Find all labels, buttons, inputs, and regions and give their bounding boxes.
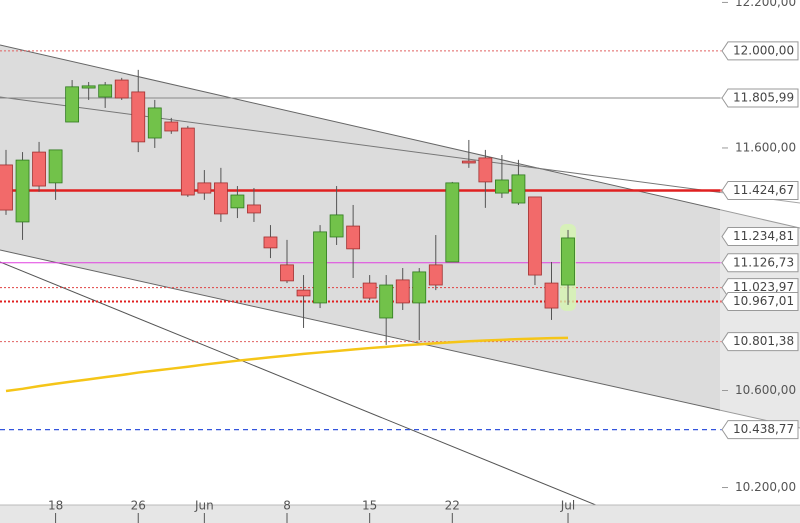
candle-body (395, 279, 410, 304)
candle-body (346, 225, 361, 250)
y-tick-label: 10.200,00 (735, 480, 796, 494)
level-label: 11.126,73 (733, 255, 794, 269)
level-label: 10.801,38 (733, 334, 794, 348)
candle-body (379, 284, 394, 319)
candle-body (197, 182, 212, 194)
candle-body (445, 182, 460, 263)
x-tick-label: Jun (194, 499, 214, 513)
x-tick-label: 8 (283, 499, 291, 513)
candle-body (98, 84, 113, 98)
candles (0, 69, 577, 345)
candle-body (180, 127, 195, 196)
candle-body (213, 182, 228, 215)
candle-body (544, 282, 559, 309)
trend-line (0, 261, 641, 523)
candle-body (428, 264, 443, 286)
level-label: 11.424,67 (733, 183, 794, 197)
channel-upper-line (0, 44, 800, 229)
candle-body (478, 157, 493, 183)
candle-body (280, 264, 294, 282)
level-label-box (721, 332, 799, 352)
candle-body (329, 214, 344, 238)
x-tick-label: 26 (131, 499, 146, 513)
candle-body (247, 204, 261, 214)
candle-body (263, 236, 278, 249)
candle-body (65, 86, 80, 123)
candle-body (412, 271, 427, 304)
level-label: 11.234,81 (733, 229, 794, 243)
level-label: 12.000,00 (733, 43, 794, 57)
candle-body (313, 231, 327, 304)
level-label: 11.023,97 (733, 280, 794, 294)
level-label: 10.967,01 (733, 294, 794, 308)
candle-body (114, 79, 129, 99)
level-label: 10.438,77 (733, 422, 794, 436)
level-label: 11.805,99 (733, 90, 794, 104)
y-tick-label: 12.200,00 (735, 0, 796, 9)
level-label-box (721, 180, 799, 200)
candle-body (511, 174, 526, 204)
candle-body (147, 107, 162, 139)
candle-body (561, 237, 575, 286)
candle-body (494, 179, 509, 194)
candle-body (15, 159, 30, 223)
level-label-box (721, 41, 799, 61)
y-tick-label: 11.600,00 (735, 140, 796, 154)
level-label-box (721, 88, 799, 108)
channel-lower-line (0, 249, 800, 429)
candle-body (81, 85, 96, 89)
x-tick-label: Jul (560, 499, 575, 513)
candle-body (164, 121, 179, 132)
candle-body (296, 289, 311, 297)
candle-body (48, 149, 63, 184)
candle-body (528, 196, 542, 276)
level-label-box (721, 227, 799, 247)
level-label-box (721, 253, 799, 273)
level-label-box (721, 291, 799, 311)
x-tick-label: 22 (445, 499, 460, 513)
candle-body (230, 194, 245, 209)
moving-average-line (5, 336, 569, 393)
axes: 12.200,00 11.600,00 10.600,00 10.200,00 12.0… (48, 0, 799, 523)
trend-channel (0, 45, 800, 428)
x-tick-label: 15 (362, 499, 377, 513)
x-axis-band (0, 505, 800, 523)
level-label-box (721, 420, 799, 440)
candle-body (362, 282, 377, 299)
candle-body (131, 91, 146, 143)
candle-body (32, 151, 46, 187)
candle-body (461, 160, 476, 164)
x-tick-label: 18 (48, 499, 63, 513)
candle-body (0, 164, 13, 211)
y-tick-label: 10.600,00 (735, 383, 796, 397)
